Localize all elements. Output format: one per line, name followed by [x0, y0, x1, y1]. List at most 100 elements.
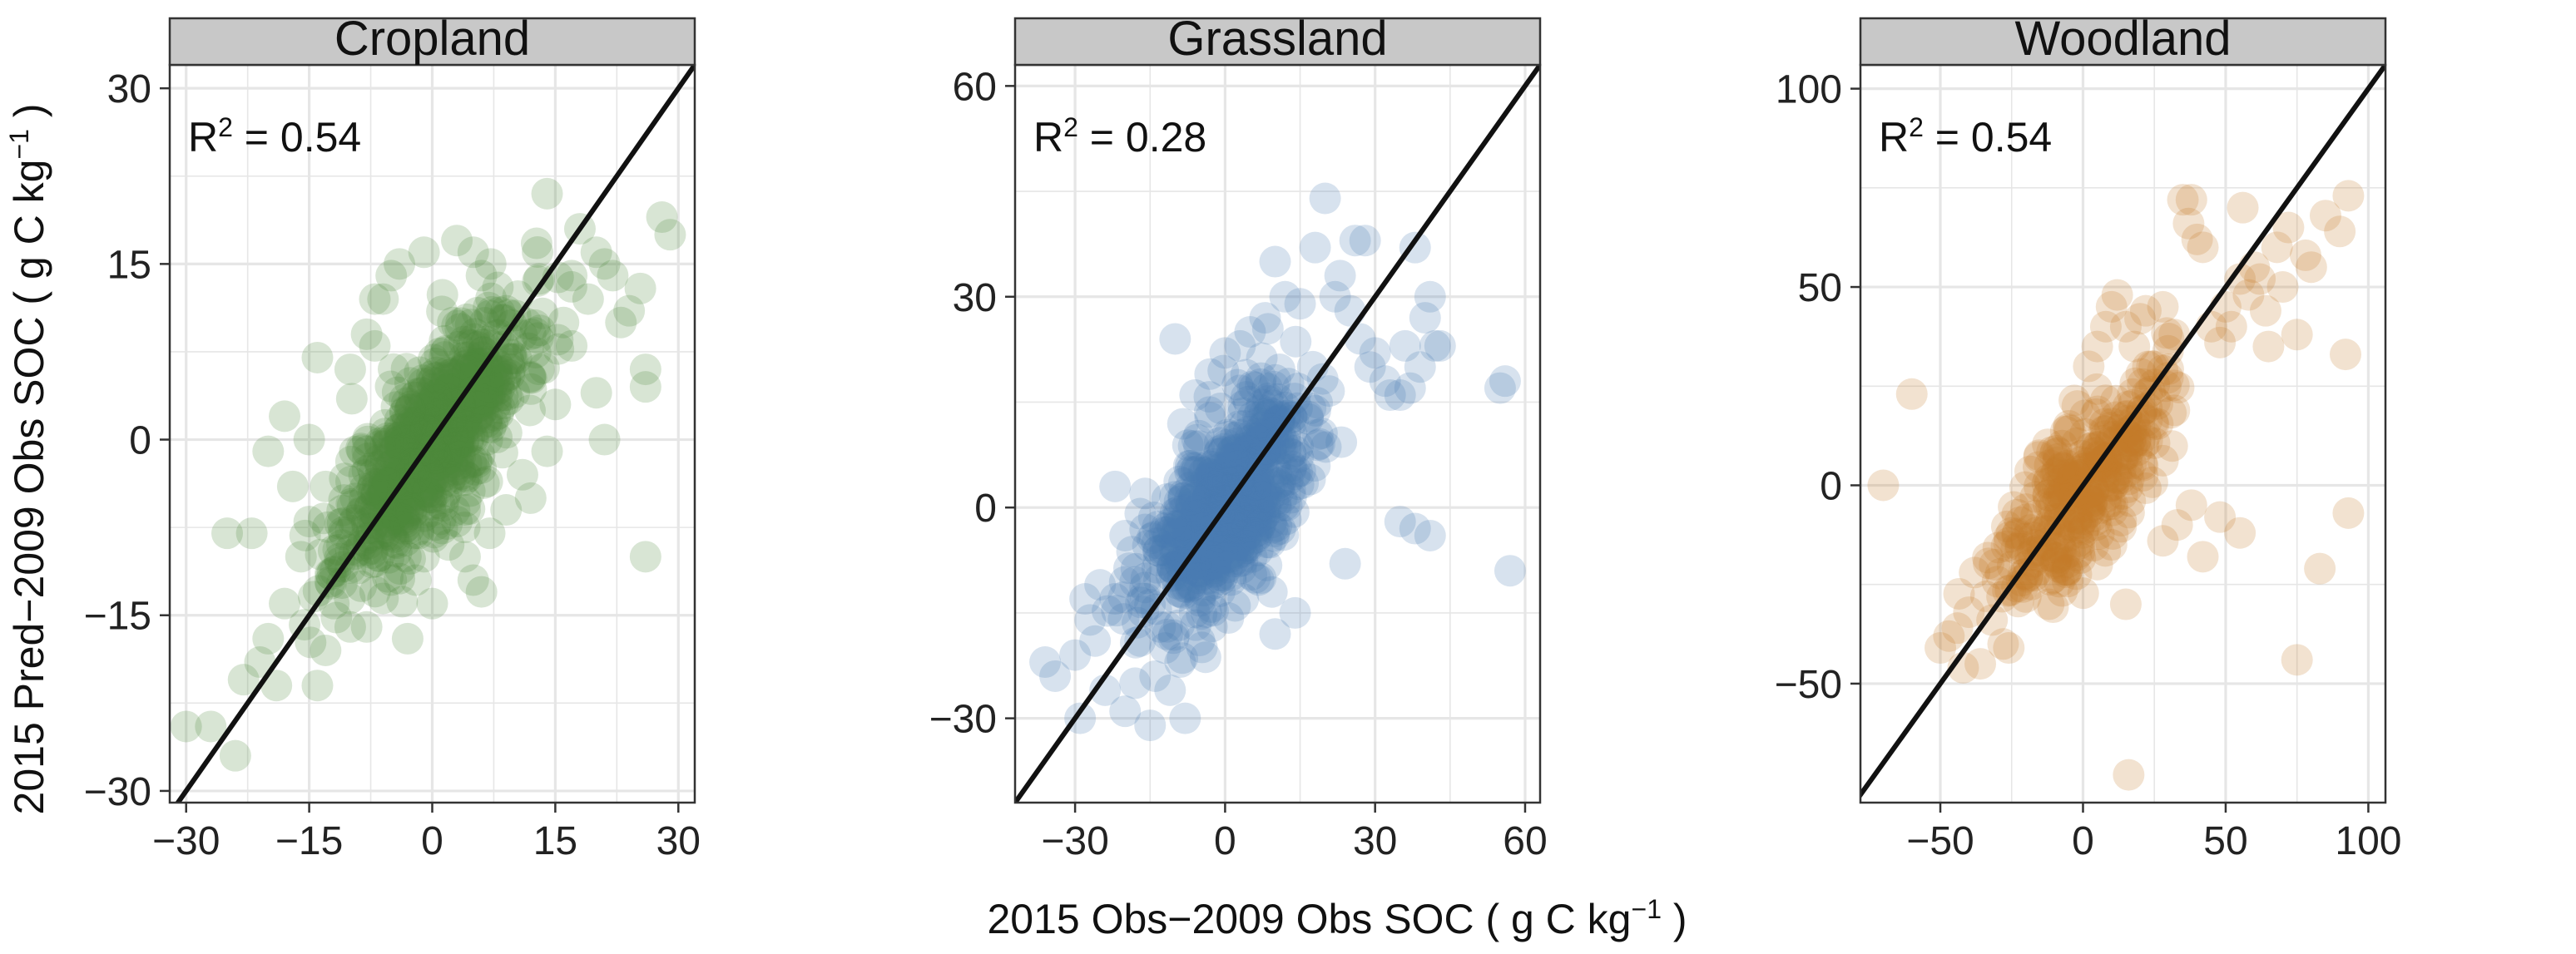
data-point: [1279, 596, 1311, 629]
data-point: [1184, 585, 1216, 617]
data-point: [2081, 373, 2113, 405]
data-point: [1183, 491, 1216, 523]
data-point: [2106, 442, 2138, 474]
data-point: [428, 441, 460, 473]
data-point: [195, 710, 227, 743]
data-point: [412, 456, 444, 488]
data-point: [387, 432, 419, 464]
data-point: [1231, 517, 1264, 550]
facet-strip: [168, 17, 696, 67]
data-point: [328, 484, 360, 517]
data-point: [364, 448, 397, 481]
data-point: [2129, 294, 2162, 327]
data-point: [2142, 408, 2174, 440]
data-point: [481, 422, 513, 454]
data-point: [354, 519, 387, 551]
data-point: [367, 283, 399, 315]
data-point: [2215, 310, 2247, 343]
data-point: [2093, 486, 2126, 518]
data-point: [302, 575, 334, 607]
data-point: [1178, 482, 1211, 514]
data-point: [1187, 457, 1220, 489]
data-point: [351, 435, 384, 467]
r-squared-value: = 0.54: [1924, 114, 2052, 161]
data-point: [2119, 411, 2152, 443]
data-point: [1092, 595, 1124, 627]
data-point: [1222, 447, 1255, 480]
data-point: [1175, 490, 1207, 522]
data-point: [1264, 513, 1296, 546]
y-tick-label: 0: [974, 487, 997, 531]
data-point: [2040, 542, 2073, 575]
data-point: [399, 419, 431, 452]
data-point: [458, 422, 490, 454]
data-point: [1281, 456, 1313, 488]
data-point: [2081, 548, 2113, 581]
data-point: [389, 525, 422, 557]
y-axis-title-main: 2015 Pred−2009 Obs SOC ( g C kg: [6, 160, 52, 815]
data-point: [352, 527, 384, 560]
data-point: [1244, 393, 1276, 426]
data-point: [2110, 400, 2143, 433]
data-point: [416, 587, 448, 620]
data-point: [1192, 478, 1225, 511]
data-point: [467, 336, 499, 368]
y-tick-label: 30: [953, 276, 997, 320]
data-point: [1248, 410, 1281, 442]
data-point: [377, 521, 409, 553]
data-point: [396, 460, 429, 492]
data-point: [1189, 641, 1221, 674]
data-point: [1282, 430, 1315, 462]
data-point: [1229, 499, 1261, 531]
data-point: [382, 505, 414, 537]
data-point: [433, 372, 465, 404]
data-point: [437, 433, 469, 465]
data-point: [1263, 353, 1295, 386]
data-point: [2072, 497, 2104, 530]
data-point: [1179, 499, 1211, 531]
data-point: [451, 461, 483, 493]
data-point: [1162, 517, 1195, 550]
reference-line-1to1: [175, 65, 695, 803]
data-point: [443, 421, 476, 453]
data-point: [2067, 517, 2099, 549]
data-point: [1180, 609, 1212, 641]
data-point: [1224, 494, 1256, 526]
scatter-points: [170, 177, 686, 772]
data-point: [1239, 493, 1271, 526]
data-point: [310, 634, 342, 666]
data-point: [1197, 462, 1230, 495]
data-point: [1164, 646, 1196, 679]
data-point: [426, 279, 458, 311]
data-point: [2131, 424, 2163, 457]
data-point: [1223, 410, 1256, 442]
data-point: [383, 413, 415, 446]
data-point: [495, 339, 528, 371]
data-point: [1228, 530, 1261, 562]
data-point: [424, 448, 456, 481]
data-point: [1216, 515, 1249, 547]
data-point: [2040, 467, 2073, 500]
data-point: [458, 445, 490, 477]
data-point: [572, 283, 604, 315]
data-point: [2129, 419, 2162, 452]
data-point: [1261, 383, 1294, 415]
data-point: [2227, 191, 2259, 224]
data-point: [531, 177, 563, 210]
data-point: [431, 356, 463, 388]
data-point: [481, 355, 513, 388]
data-point: [2111, 399, 2143, 432]
data-point: [448, 494, 481, 526]
data-point: [457, 236, 489, 269]
data-point: [339, 504, 371, 536]
data-point: [402, 405, 434, 437]
data-point: [2011, 561, 2043, 593]
data-point: [1180, 474, 1212, 507]
data-point: [419, 517, 451, 549]
data-point: [406, 403, 438, 436]
data-point: [431, 428, 463, 460]
data-point: [523, 314, 556, 347]
data-point: [307, 502, 339, 535]
data-point: [1184, 581, 1216, 614]
